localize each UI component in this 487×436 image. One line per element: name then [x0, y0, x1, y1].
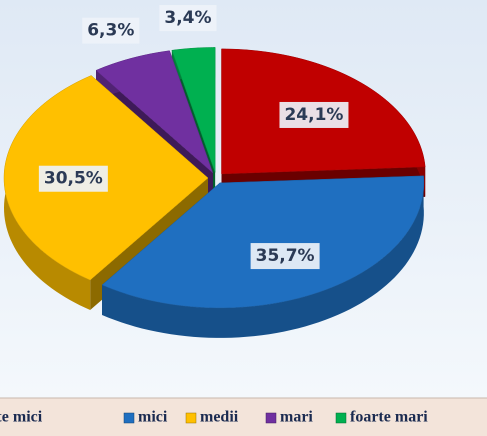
slice	[171, 47, 216, 173]
data-label-group: 24,1%	[279, 101, 349, 128]
legend-label: foarte mari	[350, 409, 428, 426]
data-label-group: 3,4%	[159, 5, 217, 32]
data-label-box	[38, 165, 108, 192]
data-label: 6,3%	[87, 21, 134, 41]
legend-swatch	[185, 412, 197, 424]
legend-label: mari	[280, 409, 313, 426]
slice	[101, 175, 425, 309]
data-label-box	[82, 17, 140, 44]
data-label-group: 35,7%	[250, 243, 320, 270]
data-label-box	[279, 101, 349, 128]
slice-side	[102, 175, 424, 338]
legend-swatch	[335, 412, 347, 424]
legend-bar	[0, 398, 487, 436]
data-label-group: 6,3%	[82, 17, 140, 44]
legend-label: medii	[200, 409, 239, 426]
legend-label: foarte mici	[0, 409, 43, 426]
data-label: 30,5%	[44, 169, 103, 189]
data-label: 35,7%	[256, 246, 315, 266]
legend-swatch	[265, 412, 277, 424]
legend-swatch	[123, 412, 135, 424]
data-label: 24,1%	[284, 105, 343, 125]
data-label: 3,4%	[164, 8, 211, 28]
data-label-box	[250, 243, 320, 270]
slice	[95, 50, 214, 174]
data-label-box	[159, 5, 217, 32]
data-label-group: 30,5%	[38, 165, 108, 192]
legend-label: mici	[138, 409, 168, 426]
